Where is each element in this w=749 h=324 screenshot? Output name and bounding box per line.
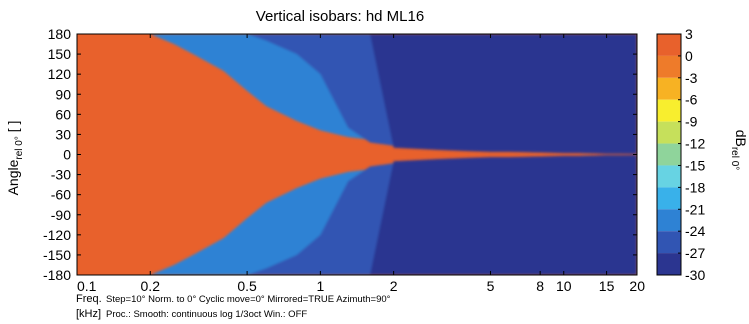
y-tick-label: -180 (43, 267, 71, 283)
colorbar-swatch (657, 165, 681, 188)
colorbar-tick-label: -3 (685, 70, 698, 86)
colorbar-tick-label: -12 (685, 136, 705, 152)
plot-area (77, 34, 637, 275)
colorbar-swatch (657, 55, 681, 78)
colorbar-label-main: dB (733, 130, 749, 147)
x-tick-label: 0.1 (77, 278, 97, 294)
x-tick-label: 10 (556, 278, 572, 294)
x-tick-label: 5 (487, 278, 495, 294)
y-axis-label: Anglerel 0° [ ] (5, 121, 25, 196)
contour-bands (77, 34, 637, 275)
y-tick-label: -30 (51, 167, 71, 183)
colorbar-tick-label: -27 (685, 245, 705, 261)
colorbar: 3 0 -3 -6 -9 -12 -15 -18 -21 -24 -27 -30 (656, 26, 705, 283)
y-axis-label-sub: rel 0° (14, 136, 25, 159)
y-tick-label: -90 (51, 207, 71, 223)
colorbar-swatch (657, 143, 681, 166)
y-tick-label: 0 (63, 147, 71, 163)
contour-band-lower (77, 155, 637, 275)
y-axis: 180 150 120 90 60 30 0 -30 -60 -90 -120 -150 -180 (43, 26, 637, 283)
colorbar-frame (656, 33, 682, 276)
colorbar-tick-label: -24 (685, 223, 705, 239)
y-axis-label-main: Angle (5, 159, 21, 195)
x-tick-label: 0.2 (141, 278, 161, 294)
y-tick-label: 60 (55, 106, 71, 122)
colorbar-swatch (657, 231, 681, 254)
y-tick-label: -150 (43, 247, 71, 263)
colorbar-label-sub: rel 0° (729, 147, 740, 170)
colorbar-tick-label: -30 (685, 267, 705, 283)
colorbar-swatch (657, 99, 681, 122)
processing-note: Proc.: Smooth: continuous log 1/3oct Win… (106, 309, 307, 320)
chart-title: Vertical isobars: hd ML16 (256, 8, 424, 25)
x-tick-label: 8 (536, 278, 544, 294)
colorbar-swatch (657, 209, 681, 232)
colorbar-swatch (657, 187, 681, 210)
x-tick-label: 20 (629, 278, 645, 294)
y-tick-label: -120 (43, 227, 71, 243)
x-tick-label: 1 (316, 278, 324, 294)
colorbar-swatch (657, 253, 681, 275)
colorbar-tick-label: -9 (685, 114, 698, 130)
colorbar-tick-label: -6 (685, 92, 698, 108)
x-tick-label: 15 (599, 278, 615, 294)
settings-note: Step=10° Norm. to 0° Cyclic move=0° Mirr… (106, 294, 391, 305)
colorbar-swatch (657, 77, 681, 100)
colorbar-label: dBrel 0° (729, 130, 749, 171)
freq-unit: [kHz] (76, 308, 101, 320)
y-tick-label: -60 (51, 187, 71, 203)
x-tick-label: 0.5 (237, 278, 257, 294)
y-tick-label: 30 (55, 126, 71, 142)
x-tick-label: 2 (390, 278, 398, 294)
colorbar-tick-label: 0 (685, 48, 693, 64)
y-tick-label: 150 (48, 46, 72, 62)
colorbar-tick-label: -18 (685, 179, 705, 195)
colorbar-swatch (657, 34, 681, 56)
freq-label: Freq. (76, 293, 102, 305)
y-tick-label: 120 (48, 66, 72, 82)
contour-band-upper (77, 34, 637, 154)
x-axis: 0.1 0.2 0.5 1 2 5 8 10 15 20 (76, 34, 645, 294)
colorbar-tick-label: -21 (685, 201, 705, 217)
y-axis-label-unit: [ ] (5, 121, 21, 137)
colorbar-tick-label: -15 (685, 157, 705, 173)
colorbar-tick-label: 3 (685, 26, 693, 42)
colorbar-swatch (657, 121, 681, 144)
y-tick-label: 180 (48, 26, 72, 42)
y-tick-label: 90 (55, 86, 71, 102)
